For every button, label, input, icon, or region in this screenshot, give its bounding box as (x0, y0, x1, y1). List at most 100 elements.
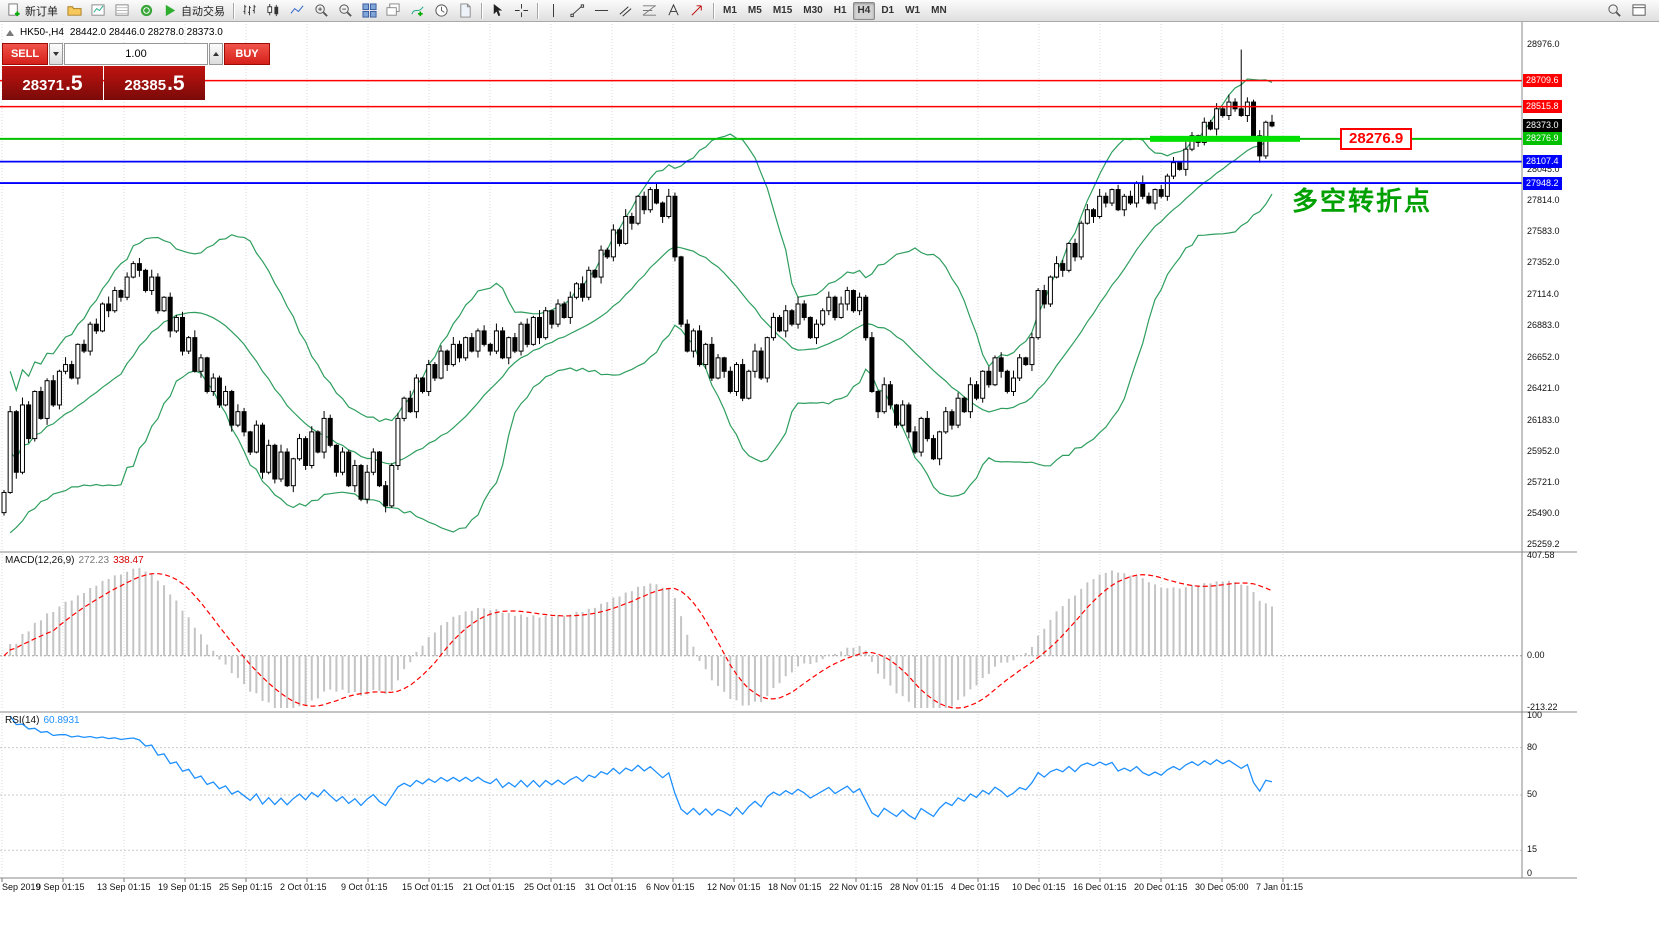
folder-icon (67, 6, 82, 16)
sell-button[interactable]: SELL (2, 43, 48, 65)
indicators-icon (411, 6, 424, 17)
horizontal-line-icon (594, 10, 609, 11)
macd-signal-line (3, 573, 1273, 709)
template-icon (460, 3, 471, 18)
triangle-down-icon (53, 52, 59, 56)
new-order-icon (8, 3, 20, 17)
one-click-collapse-icon[interactable] (6, 29, 14, 36)
ohlc-bars-icon (243, 4, 256, 16)
vertical-line-icon (553, 3, 554, 18)
trendline-icon (570, 4, 585, 18)
bollinger-band (9, 78, 1273, 423)
profiles-button[interactable] (63, 1, 86, 20)
candle-chart-mode-button[interactable] (262, 1, 285, 20)
highlight-segment[interactable] (1150, 135, 1300, 142)
volume-increase-button[interactable] (209, 43, 223, 65)
volume-input[interactable] (64, 43, 208, 65)
timeframe-h1-button[interactable]: H1 (829, 2, 852, 20)
price-tag-28276.9[interactable]: 28276.9 (1340, 128, 1413, 150)
fibonacci-tool-button[interactable] (638, 1, 661, 20)
rsi-label: RSI(14) 60.8931 (5, 715, 80, 726)
chart-header: HK50-,H4 28442.0 28446.0 28278.0 28373.0 (6, 27, 223, 38)
sell-price-main: 28371 (22, 77, 65, 94)
line-chart-icon (290, 5, 304, 14)
toolbar-separator (481, 2, 482, 19)
buy-price-main: 28385 (124, 77, 167, 94)
vertical-line-tool-button[interactable] (542, 1, 565, 20)
timeframe-m5-button[interactable]: M5 (743, 2, 767, 20)
search-button[interactable] (1603, 1, 1626, 20)
rsi-value: 60.8931 (43, 715, 80, 726)
tile-windows-button[interactable] (358, 1, 381, 20)
chart-symbol-period: HK50-,H4 (20, 27, 64, 38)
new-order-button[interactable]: 新订单 (3, 1, 62, 20)
channel-tool-button[interactable] (614, 1, 637, 20)
data-window-button[interactable] (111, 1, 134, 20)
window-icon (1632, 4, 1646, 16)
macd-main-value: 272.23 (78, 555, 110, 566)
bollinger-band (9, 137, 1273, 465)
cascade-windows-button[interactable] (382, 1, 405, 20)
buy-button[interactable]: BUY (224, 43, 270, 65)
window-layout-button[interactable] (1628, 1, 1651, 20)
cursor-icon (493, 3, 503, 17)
chart-window-icon (91, 4, 105, 16)
periods-button[interactable] (430, 1, 453, 20)
price-chart-canvas[interactable] (0, 22, 1659, 945)
bull-bear-turning-point-note[interactable]: 多空转折点 (1292, 186, 1433, 216)
cursor-tool-button[interactable] (486, 1, 509, 20)
trendline-tool-button[interactable] (566, 1, 589, 20)
tile-windows-icon (362, 3, 377, 18)
zoom-in-button[interactable] (310, 1, 333, 20)
rsi-line (9, 715, 1273, 821)
data-window-icon (115, 4, 129, 16)
cascade-windows-icon (386, 3, 400, 16)
clock-icon (435, 4, 448, 17)
play-icon (165, 4, 176, 17)
macd-name: MACD(12,26,9) (5, 555, 75, 566)
refresh-button[interactable] (135, 1, 158, 20)
toolbar-separator (233, 2, 234, 19)
buy-price-display[interactable]: 28385.5 (104, 66, 205, 100)
toolbar-separator (713, 2, 714, 19)
time-axis[interactable] (0, 878, 1522, 898)
channel-icon (619, 6, 632, 17)
search-icon (1608, 4, 1621, 17)
fibonacci-icon (642, 5, 657, 16)
horizontal-line-tool-button[interactable] (590, 1, 613, 20)
zoom-out-button[interactable] (334, 1, 357, 20)
timeframe-mn-button[interactable]: MN (926, 2, 952, 20)
sell-price-display[interactable]: 28371.5 (2, 66, 103, 100)
timeframe-m30-button[interactable]: M30 (798, 2, 827, 20)
zoom-out-icon (339, 4, 352, 17)
new-order-label: 新订单 (25, 5, 58, 18)
macd-label: MACD(12,26,9) 272.23 338.47 (5, 555, 144, 566)
timeframe-h4-button[interactable]: H4 (852, 1, 876, 20)
candlestick-icon (267, 3, 279, 17)
autotrading-label: 自动交易 (181, 5, 225, 18)
templates-button[interactable] (454, 1, 477, 20)
charts-button[interactable] (87, 1, 110, 20)
triangle-up-icon (213, 52, 219, 56)
buy-price-frac: .5 (167, 72, 185, 95)
arrow-tool-icon (691, 5, 702, 16)
timeframe-d1-button[interactable]: D1 (876, 2, 899, 20)
crosshair-icon (514, 3, 529, 18)
arrow-tool-button[interactable] (686, 1, 709, 20)
zoom-in-icon (315, 4, 328, 17)
text-tool-button[interactable] (662, 1, 685, 20)
cycle-icon (140, 4, 153, 17)
crosshair-tool-button[interactable] (510, 1, 533, 20)
toolbar: 新订单 自动交易 (0, 0, 1659, 22)
bar-chart-mode-button[interactable] (238, 1, 261, 20)
timeframe-m1-button[interactable]: M1 (718, 2, 742, 20)
price-axis[interactable] (1522, 22, 1577, 878)
indicators-button[interactable] (406, 1, 429, 20)
timeframe-m15-button[interactable]: M15 (768, 2, 797, 20)
autotrading-button[interactable]: 自动交易 (159, 1, 229, 20)
timeframe-w1-button[interactable]: W1 (900, 2, 925, 20)
line-chart-mode-button[interactable] (286, 1, 309, 20)
volume-decrease-button[interactable] (49, 43, 63, 65)
text-tool-icon (668, 3, 679, 16)
chart-ohlc-values: 28442.0 28446.0 28278.0 28373.0 (69, 27, 223, 38)
